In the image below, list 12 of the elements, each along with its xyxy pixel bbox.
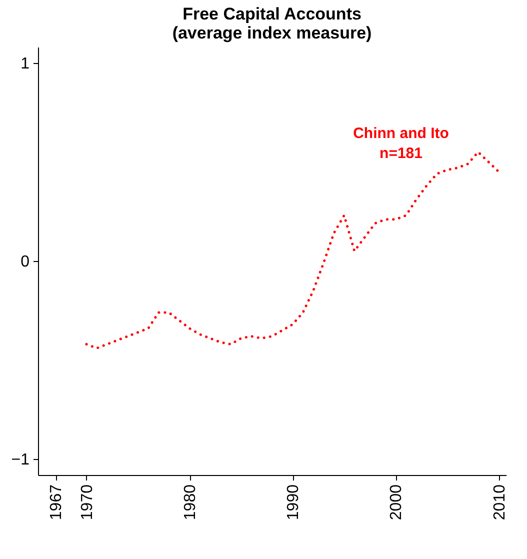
- x-tick-label: 1970: [78, 484, 96, 520]
- x-tick-label: 2000: [388, 484, 406, 520]
- y-tick-label: 1: [20, 55, 30, 72]
- annotation: Chinn and Ito: [353, 125, 449, 142]
- x-tick-label: 2010: [491, 484, 508, 520]
- x-tick-label: 1980: [182, 484, 200, 520]
- y-tick-label: 0: [20, 254, 30, 270]
- chart-title: Free Capital Accounts (average index measure): [172, 4, 372, 42]
- x-tick-label: 1990: [285, 484, 302, 520]
- y-tick-label: −1: [11, 452, 30, 469]
- annotation: n=181: [380, 145, 422, 162]
- x-tick-label: 1967: [48, 484, 66, 520]
